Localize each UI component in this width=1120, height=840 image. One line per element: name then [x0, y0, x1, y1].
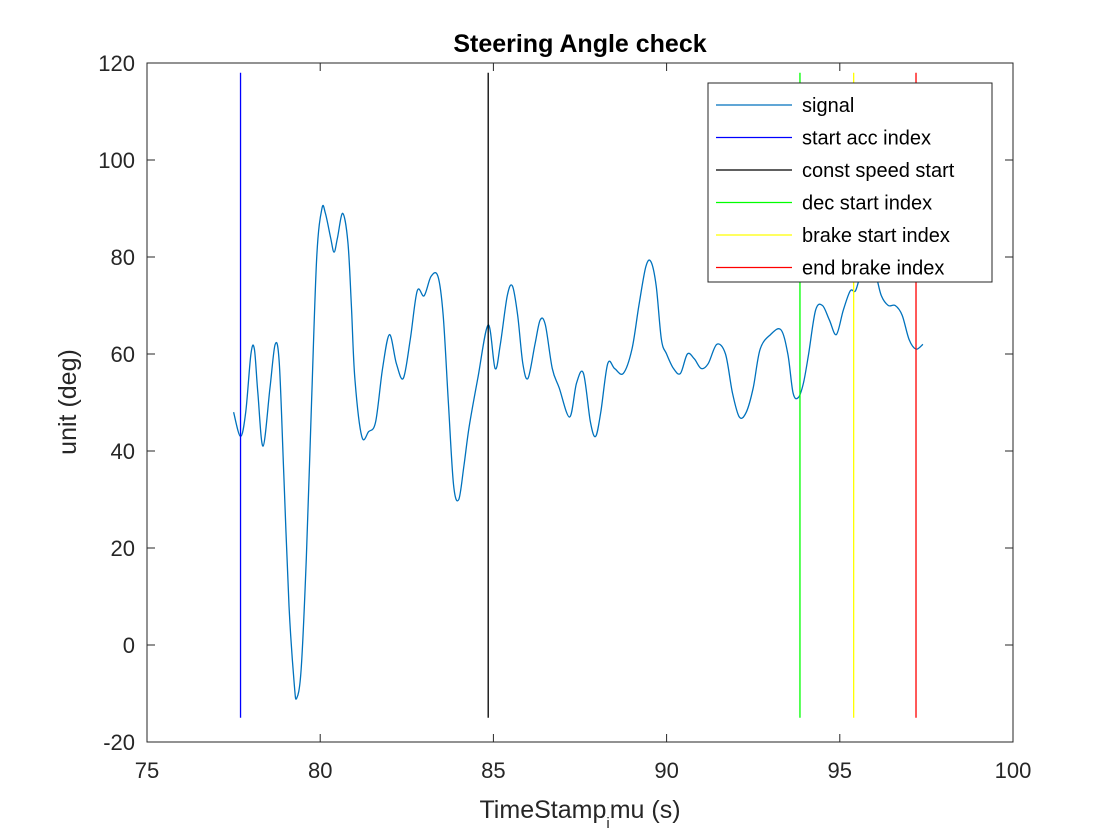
- y-tick-label: 120: [98, 51, 135, 76]
- x-tick-label: 90: [654, 758, 678, 783]
- axes-box: [146, 62, 1014, 743]
- x-axis-label-rest: mu (s): [610, 796, 681, 824]
- y-tick-label: -20: [103, 730, 135, 755]
- legend-label-signal: signal: [802, 95, 854, 117]
- y-tick-label: 40: [111, 439, 135, 464]
- x-axis-label-subscript: i: [606, 815, 609, 832]
- series-signal-line: [232, 204, 924, 700]
- legend: signal start acc index const speed start de…: [707, 82, 993, 283]
- y-axis-label: unit (deg): [54, 349, 82, 455]
- legend-label-const-speed-start: const speed start: [802, 160, 955, 182]
- y-tick-label: 100: [98, 148, 135, 173]
- y-tick-label: 0: [123, 633, 135, 658]
- x-axis-label: TimeStampimu (s): [479, 796, 680, 832]
- x-tick-label: 100: [995, 758, 1032, 783]
- x-axis-label-main: TimeStamp: [479, 796, 606, 824]
- y-tick-label: 60: [111, 342, 135, 367]
- legend-label-start-acc-index: start acc index: [802, 128, 931, 150]
- legend-box: [707, 82, 993, 283]
- x-tick-label: 85: [481, 758, 505, 783]
- x-tick-label: 80: [308, 758, 332, 783]
- legend-label-brake-start-index: brake start index: [802, 225, 950, 247]
- y-tick-label: 20: [111, 536, 135, 561]
- x-tick-label: 75: [135, 758, 159, 783]
- legend-label-dec-start-index: dec start index: [802, 193, 932, 215]
- legend-label-end-brake-index: end brake index: [802, 258, 944, 280]
- x-tick-label: 95: [828, 758, 852, 783]
- y-tick-label: 80: [111, 245, 135, 270]
- ticks-layer: 75 80 85 90 95 100 -20 0 20 40 60 80 100 120: [98, 51, 1031, 783]
- chart-title: Steering Angle check: [453, 30, 706, 58]
